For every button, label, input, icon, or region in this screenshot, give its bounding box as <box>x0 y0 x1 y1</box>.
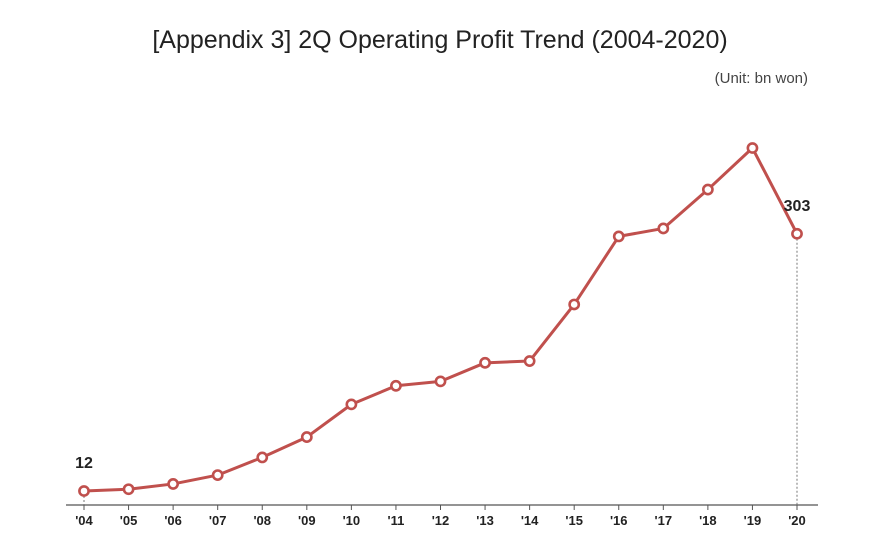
data-point-marker <box>345 398 358 411</box>
data-point-marker <box>791 227 803 240</box>
series-line <box>83 146 799 493</box>
x-tick-label: '19 <box>744 513 762 528</box>
data-point-marker <box>657 222 670 235</box>
x-tick-label: '12 <box>432 513 450 528</box>
x-tick-label: '07 <box>209 513 227 528</box>
x-tick-label: '16 <box>610 513 628 528</box>
x-tick-label: '18 <box>699 513 717 528</box>
data-point-marker <box>300 431 313 443</box>
data-point-marker <box>479 356 491 369</box>
data-value-label: 12 <box>75 455 93 472</box>
data-point-marker <box>612 230 625 243</box>
x-tick-label: '09 <box>298 513 316 528</box>
x-tick-label: '10 <box>343 513 361 528</box>
x-tick-label: '14 <box>521 513 539 528</box>
x-tick-label: '13 <box>476 513 494 528</box>
x-tick-label: '08 <box>253 513 271 528</box>
x-tick-label: '06 <box>164 513 182 528</box>
x-tick-label: '17 <box>655 513 673 528</box>
x-tick-label: '15 <box>565 513 583 528</box>
data-point-marker <box>746 142 759 154</box>
chart-title: [Appendix 3] 2Q Operating Profit Trend (… <box>152 26 728 54</box>
data-point-marker <box>434 375 447 388</box>
data-point-marker <box>256 451 269 464</box>
x-tick-label: '04 <box>75 513 93 528</box>
data-point-marker <box>122 483 135 496</box>
data-point-marker <box>167 478 180 490</box>
x-tick-label: '11 <box>388 513 405 528</box>
data-value-label: 303 <box>784 198 811 215</box>
data-point-marker <box>523 355 536 367</box>
data-point-marker <box>78 485 90 497</box>
data-point-marker <box>701 183 714 196</box>
data-point-marker <box>390 379 402 392</box>
data-point-marker <box>568 298 581 311</box>
unit-label: (Unit: bn won) <box>714 70 808 87</box>
data-point-marker <box>211 469 224 481</box>
x-tick-label: '20 <box>788 513 806 528</box>
x-tick-label: '05 <box>120 513 138 528</box>
